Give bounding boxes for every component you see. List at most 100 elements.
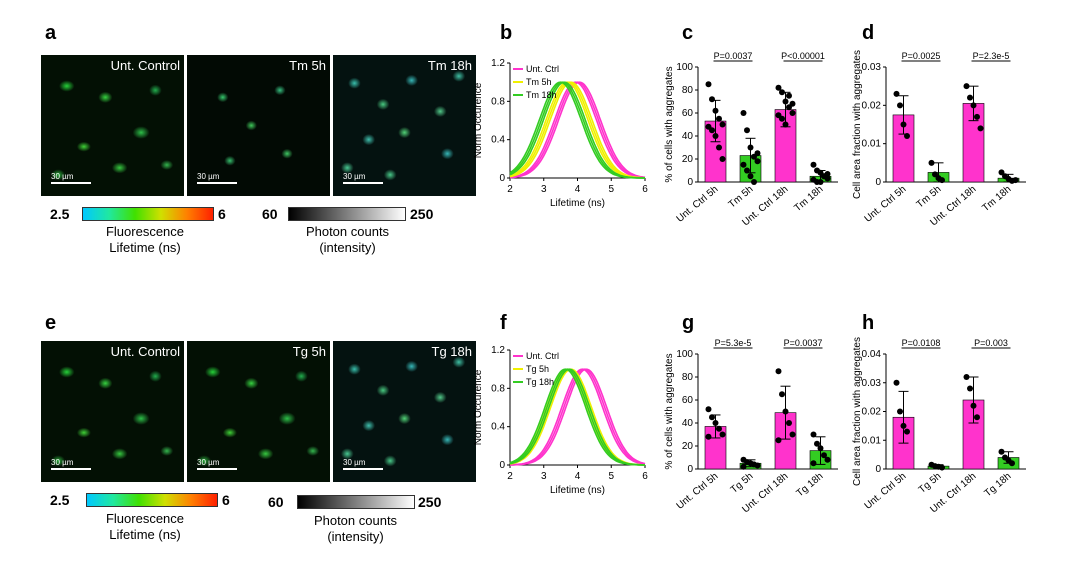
data-point — [963, 374, 970, 380]
data-point — [998, 169, 1005, 176]
x-tick-label: 2 — [507, 471, 513, 482]
y-tick-label: 0.4 — [491, 135, 505, 146]
p-value-label: P=5.3e-5 — [715, 338, 752, 348]
image-label: Unt. Control — [110, 58, 180, 73]
x-tick-label: Unt. Ctrl 5h — [863, 184, 909, 225]
p-value-label: P=0.003 — [974, 338, 1008, 348]
legend-label: Tm 5h — [526, 77, 552, 87]
significance-stars: ** — [986, 332, 996, 339]
lifetime-label-line1: Fluorescence — [105, 224, 185, 239]
data-point — [821, 452, 827, 459]
intensity-max: 250 — [410, 206, 434, 222]
y-tick-label: 80 — [682, 372, 694, 383]
intensity-colorbar — [288, 207, 406, 221]
data-point — [740, 110, 747, 116]
data-point — [712, 420, 719, 426]
data-point — [782, 408, 789, 415]
data-point — [709, 414, 715, 421]
lifetime-colorbar — [82, 207, 214, 221]
y-axis-label: Cell area fraction with aggregates — [852, 337, 863, 486]
chart-c-percent-aggregates: 0 20 40 60 80 100% of cells with aggregatesUn… — [664, 45, 838, 228]
data-point — [705, 406, 712, 413]
p-value-label: P=0.0037 — [714, 51, 753, 61]
legend-label: Unt. Ctrl — [526, 64, 559, 74]
data-point — [970, 102, 977, 109]
significance-stars: ** — [728, 45, 738, 52]
data-point — [782, 98, 789, 105]
y-tick-label: 0.8 — [491, 96, 505, 107]
data-point — [900, 422, 907, 429]
micrograph-e-tg5h: Tg 5h 30 µm — [187, 341, 330, 482]
y-tick-label: 1.2 — [491, 345, 505, 356]
image-label: Tm 18h — [427, 58, 472, 73]
panel-letter-c: c — [682, 22, 694, 44]
lifetime-max-e: 6 — [222, 492, 230, 508]
intensity-label-line2: (intensity) — [319, 240, 376, 255]
x-tick-label: 5 — [608, 184, 614, 195]
x-tick-label: Tm 5h — [727, 184, 756, 211]
x-tick-label: 6 — [642, 184, 648, 195]
data-point — [897, 408, 903, 415]
panel-letter-f: f — [500, 312, 507, 334]
scale-text: 30 µm — [51, 458, 74, 467]
data-point — [744, 167, 750, 174]
y-tick-label: 0.8 — [491, 383, 505, 394]
significance-stars: **** — [982, 45, 1001, 52]
data-point — [824, 170, 831, 177]
lifetime-min: 2.5 — [50, 206, 70, 222]
y-axis-label: Norm Occurence — [473, 369, 484, 445]
data-point — [939, 464, 945, 471]
data-point — [747, 173, 754, 180]
legend-label: Tg 18h — [526, 377, 554, 387]
data-point — [751, 179, 757, 185]
x-tick-label: 2 — [507, 184, 513, 195]
intensity-colorbar-e — [297, 495, 415, 509]
data-point — [824, 456, 831, 463]
x-tick-label: Tm 18h — [792, 184, 825, 214]
series-line — [509, 81, 646, 179]
data-point — [1012, 177, 1019, 184]
scale-bar — [51, 182, 91, 184]
x-tick-label: 3 — [541, 471, 547, 482]
data-point — [740, 161, 747, 168]
y-tick-label: 40 — [682, 131, 694, 142]
scale-bar — [343, 182, 383, 184]
x-tick-label: Unt. Ctrl 5h — [675, 471, 721, 512]
data-point — [904, 428, 910, 435]
data-point — [779, 115, 785, 122]
data-point — [893, 379, 900, 386]
data-point — [789, 110, 796, 116]
data-point — [719, 156, 726, 162]
scale-text: 30 µm — [51, 172, 74, 181]
data-point — [775, 84, 782, 91]
intensity-label-line1: Photon counts — [305, 224, 390, 239]
intensity-label-e: Photon counts (intensity) — [298, 513, 413, 545]
data-point — [712, 107, 719, 114]
micrograph-e-tg18h: Tg 18h 30 µm — [333, 341, 476, 482]
image-label: Unt. Control — [110, 344, 180, 359]
p-value-label: P=0.0037 — [784, 338, 823, 348]
x-tick-label: Unt. Ctrl 5h — [863, 471, 909, 512]
x-tick-label: Tm 18h — [980, 184, 1013, 214]
panel-letter-e: e — [45, 312, 57, 334]
y-tick-label: 0.4 — [491, 422, 505, 433]
significance-stars: * — [801, 332, 806, 339]
data-point — [977, 125, 984, 132]
x-tick-label: Tg 5h — [729, 471, 756, 496]
y-axis-label: % of cells with aggregates — [664, 66, 675, 182]
x-tick-label: 6 — [642, 471, 648, 482]
intensity-min: 60 — [262, 206, 278, 222]
y-tick-label: 0.03 — [862, 378, 882, 389]
significance-stars: ** — [916, 45, 926, 52]
data-point — [928, 159, 935, 166]
data-point — [740, 463, 747, 470]
x-tick-label: Tm 5h — [915, 184, 944, 211]
data-point — [810, 460, 817, 467]
panel-letter-h: h — [862, 312, 875, 334]
scale-text: 30 µm — [343, 172, 366, 181]
data-point — [998, 448, 1005, 455]
data-point — [716, 144, 722, 151]
series-line — [509, 81, 645, 179]
